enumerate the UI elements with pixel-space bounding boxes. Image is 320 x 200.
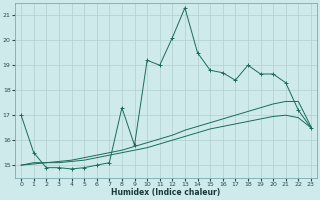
X-axis label: Humidex (Indice chaleur): Humidex (Indice chaleur) [111, 188, 221, 197]
